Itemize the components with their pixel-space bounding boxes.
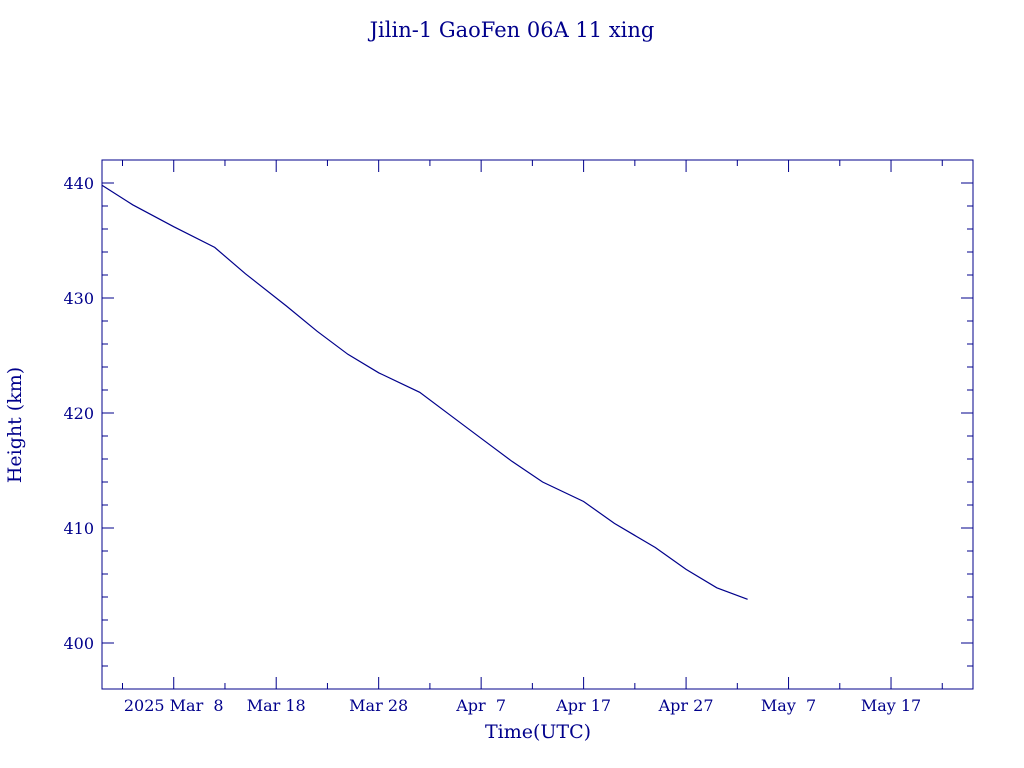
x-tick-label: Apr 27 <box>658 696 714 715</box>
plot-frame <box>101 159 974 690</box>
x-tick-label: 2025 Mar 8 <box>124 696 224 715</box>
y-tick-label: 400 <box>63 634 94 653</box>
x-tick-label: Apr 17 <box>555 696 611 715</box>
x-axis-title: Time(UTC) <box>485 721 591 743</box>
tick-labels: 2025 Mar 8 Mar 18 Mar 28 Apr 7 Apr 17 Apr 27 M… <box>63 174 921 715</box>
y-tick-label: 420 <box>63 404 94 423</box>
y-tick-label: 440 <box>63 174 94 193</box>
y-axis-title: Height (km) <box>4 367 26 483</box>
y-tick-label: 410 <box>63 519 94 538</box>
chart-title: Jilin-1 GaoFen 06A 11 xing <box>368 18 655 42</box>
x-tick-label: Mar 28 <box>349 696 408 715</box>
x-tick-label: Mar 18 <box>247 696 306 715</box>
y-tick-label: 430 <box>63 289 94 308</box>
x-tick-label: Apr 7 <box>455 696 506 715</box>
axis-ticks <box>102 159 973 690</box>
x-tick-label: May 17 <box>861 696 921 715</box>
x-tick-label: May 7 <box>761 696 816 715</box>
height-series-line <box>101 184 748 600</box>
